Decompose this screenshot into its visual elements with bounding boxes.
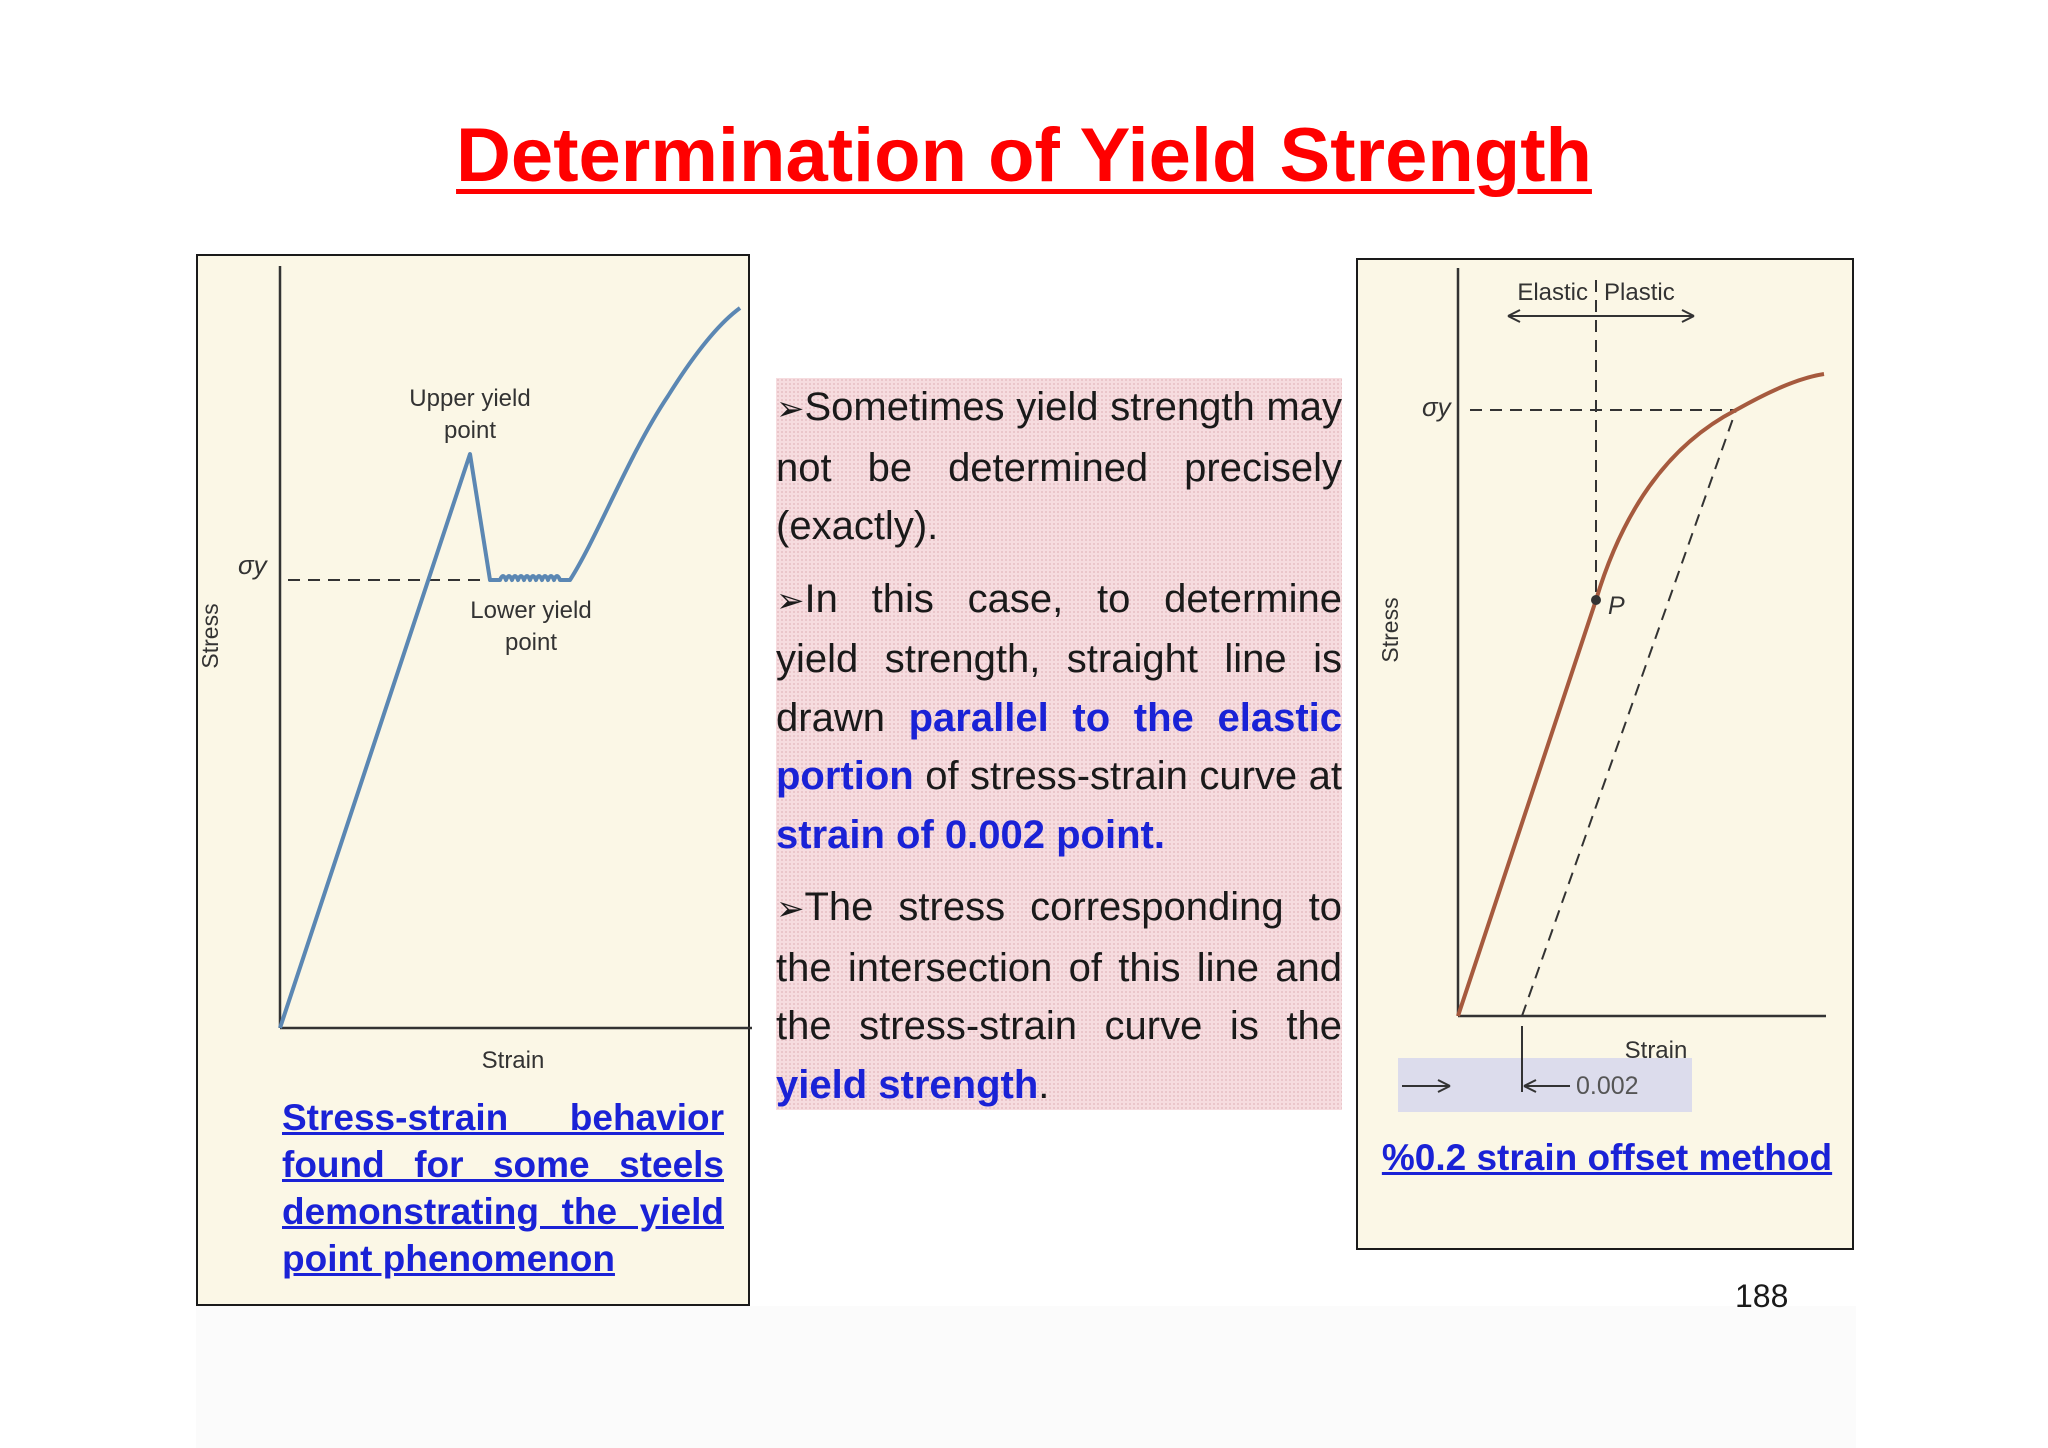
stress-strain-curve <box>278 306 742 1029</box>
offset-label: 0.002 <box>1576 1072 1639 1100</box>
arrowhead-icons <box>1507 309 1695 323</box>
arrowhead-icon <box>1523 1079 1537 1093</box>
sigma-y-label: σy <box>1422 392 1453 422</box>
paragraph-3: ➢The stress corresponding to the interse… <box>776 885 1342 1107</box>
left-figure-caption[interactable]: Stress-strain behavior found for some st… <box>282 1097 724 1279</box>
x-axis-label: Strain <box>1625 1037 1688 1064</box>
bottom-tint <box>196 1306 1856 1448</box>
x-axis-label: Strain <box>482 1047 545 1074</box>
right-figure-caption[interactable]: %0.2 strain offset method <box>1381 1137 1833 1178</box>
upper-yield-label-line2: point <box>444 417 496 444</box>
elastic-label: Elastic <box>1517 279 1588 306</box>
arrowhead-icon <box>1437 1079 1451 1093</box>
point-p-label: P <box>1608 592 1625 620</box>
y-axis-label: Stress <box>1377 597 1403 662</box>
paragraph-2: ➢In this case, to determine yield streng… <box>776 576 1343 857</box>
bullet-arrow-icon: ➢ <box>776 390 805 428</box>
paragraph-1: ➢Sometimes yield strength may not be det… <box>776 385 1342 548</box>
lower-yield-label-line1: Lower yield <box>470 597 591 624</box>
lower-yield-label-line2: point <box>505 629 557 656</box>
offset-method-figure: σy Stress Strain Elastic Plastic P 0.002… <box>1356 258 1854 1250</box>
yield-point-figure: σy Stress Strain Upper yield point Lower… <box>196 254 754 1306</box>
stress-strain-curve <box>1456 372 1825 1017</box>
page-title: Determination of Yield Strength <box>456 113 1592 198</box>
y-axis-label: Stress <box>198 603 223 668</box>
offset-line <box>1521 409 1737 1017</box>
bullet-arrow-icon: ➢ <box>776 581 805 620</box>
bullet-arrow-icon: ➢ <box>776 890 805 928</box>
sigma-y-label: σy <box>238 550 269 580</box>
explanation-textbox: ➢Sometimes yield strength may not be det… <box>776 378 1342 1110</box>
offset-method-diagram: σy Stress Strain Elastic Plastic P 0.002 <box>1377 268 1826 1112</box>
upper-yield-label-line1: Upper yield <box>409 385 530 412</box>
page-number: 188 <box>1735 1278 1789 1314</box>
proportional-limit-point <box>1591 595 1601 605</box>
plastic-label: Plastic <box>1604 279 1675 306</box>
yield-point-diagram: σy Stress Strain Upper yield point Lower… <box>197 266 754 1074</box>
